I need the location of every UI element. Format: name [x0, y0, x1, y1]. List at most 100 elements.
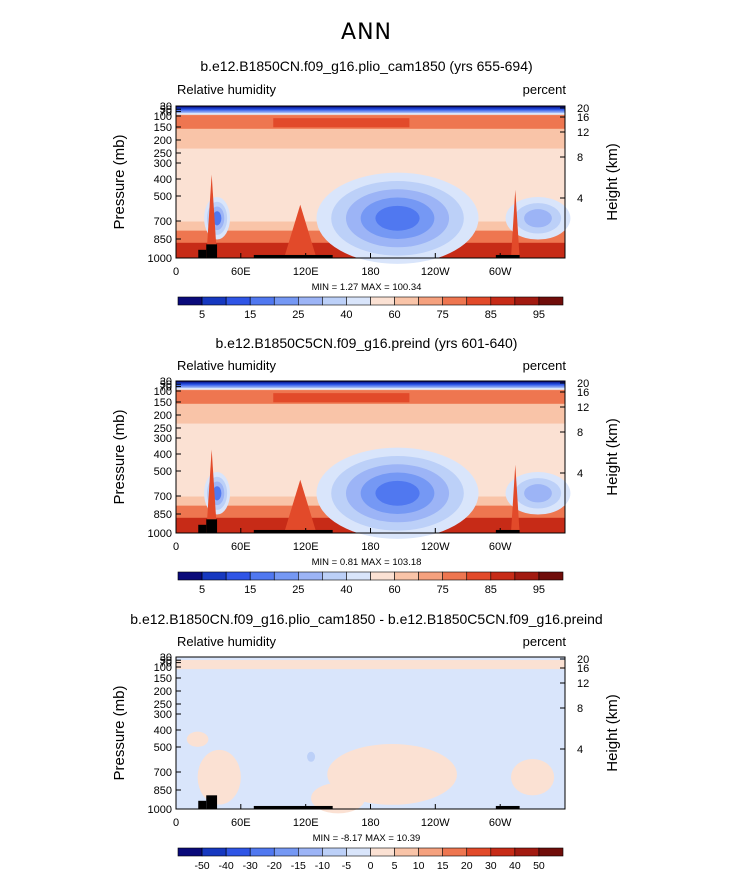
- pressure-tick-label: 850: [154, 785, 172, 797]
- pressure-tick-label: 500: [154, 742, 172, 754]
- pressure-tick-label: 250: [154, 423, 172, 435]
- colorbar-label: 75: [437, 309, 449, 321]
- lon-tick-label: 60W: [489, 266, 512, 278]
- height-tick-label: 16: [577, 387, 589, 399]
- colorbar-label: 15: [244, 584, 256, 596]
- pressure-tick-label: 700: [154, 491, 172, 503]
- dry-region: [375, 205, 420, 231]
- colorbar-label: 5: [199, 584, 205, 596]
- colorbar-label: 95: [533, 309, 545, 321]
- colorbar-label: -20: [267, 860, 282, 872]
- dry-region: [375, 480, 420, 506]
- pressure-tick-label: 30: [160, 652, 172, 664]
- y-axis-label-left: Pressure (mb): [111, 409, 128, 504]
- colorbar-label: 60: [388, 584, 400, 596]
- height-tick-label: 4: [577, 193, 583, 205]
- colorbar-label: 5: [392, 860, 398, 872]
- field-band-upper-core: [273, 393, 410, 403]
- colorbar-swatch: [273, 847, 299, 857]
- colorbar-label: 95: [533, 584, 545, 596]
- height-tick-label: 12: [577, 678, 589, 690]
- height-tick-label: 16: [577, 663, 589, 675]
- moist-plume: [284, 479, 317, 533]
- land-mask: [495, 805, 520, 809]
- colorbar-swatch: [418, 847, 443, 857]
- height-tick-label: 20: [577, 654, 589, 666]
- land-mask: [198, 524, 207, 533]
- lon-tick-label: 0: [173, 817, 179, 829]
- colorbar-swatch: [249, 847, 275, 857]
- pressure-tick-label: 200: [154, 410, 172, 422]
- page-title: ANN: [341, 20, 392, 45]
- pressure-tick-label: 30: [160, 101, 172, 113]
- lon-tick-label: 120W: [421, 817, 450, 829]
- colorbar-label: 15: [437, 860, 449, 872]
- colorbar-label: 60: [388, 309, 400, 321]
- strat-band: [176, 381, 565, 383]
- land-mask: [495, 529, 520, 533]
- colorbar-swatch: [466, 847, 492, 857]
- height-tick-label: 8: [577, 703, 583, 715]
- strat-band: [176, 388, 565, 390]
- lon-tick-label: 60E: [231, 541, 251, 553]
- colorbar-label: -40: [219, 860, 234, 872]
- height-tick-label: 20: [577, 103, 589, 115]
- pressure-tick-label: 70: [160, 382, 172, 394]
- colorbar-label: 50: [533, 860, 545, 872]
- colorbar: -50 -40 -30 -20 -15 -10 -5 0 5 10 15 20 30 40 50: [177, 847, 564, 872]
- height-tick-label: 12: [577, 127, 589, 139]
- lon-tick-label: 0: [173, 541, 179, 553]
- land-mask: [206, 244, 218, 258]
- field-band-upper-core: [273, 118, 410, 128]
- colorbar-swatch: [394, 847, 419, 857]
- colorbar-label: 40: [340, 309, 352, 321]
- pressure-tick-label: 50: [160, 379, 172, 391]
- height-tick-label: 8: [577, 152, 583, 164]
- colorbar-swatch: [538, 571, 564, 581]
- height-tick-label: 4: [577, 468, 583, 480]
- pressure-tick-label: 850: [154, 234, 172, 246]
- colorbar-label: 10: [413, 860, 425, 872]
- strat-band: [176, 382, 565, 384]
- colorbar-label: 0: [368, 860, 374, 872]
- lon-tick-label: 60W: [489, 541, 512, 553]
- colorbar-label: 15: [244, 309, 256, 321]
- colorbar-swatch: [538, 847, 564, 857]
- pressure-tick-label: 400: [154, 449, 172, 461]
- colorbar-label: 75: [437, 584, 449, 596]
- pressure-tick-label: 850: [154, 509, 172, 521]
- colorbar-swatch: [322, 847, 347, 857]
- plot-area: [175, 380, 571, 539]
- moist-plume: [284, 204, 317, 258]
- land-mask: [206, 795, 218, 809]
- colorbar: 5 15 25 40 60 75 85 95: [177, 571, 564, 596]
- pressure-tick-label: 1000: [148, 804, 172, 816]
- y-axis-label-right: Height (km): [604, 143, 621, 221]
- dry-region: [524, 484, 552, 503]
- strat-band: [176, 107, 565, 109]
- pressure-tick-label: 100: [154, 662, 172, 674]
- positive-anomaly: [311, 783, 366, 814]
- land-mask: [253, 805, 333, 809]
- y-axis-label-right: Height (km): [604, 694, 621, 772]
- lon-tick-label: 120W: [421, 541, 450, 553]
- lon-tick-label: 120E: [293, 266, 319, 278]
- pressure-tick-label: 70: [160, 107, 172, 119]
- lon-tick-label: 60E: [231, 266, 251, 278]
- colorbar-swatch: [225, 847, 251, 857]
- height-tick-label: 8: [577, 427, 583, 439]
- strat-band: [176, 110, 565, 112]
- lon-tick-label: 180: [361, 266, 379, 278]
- colorbar-label: 85: [485, 584, 497, 596]
- pressure-tick-label: 500: [154, 466, 172, 478]
- lon-tick-label: 60E: [231, 817, 251, 829]
- lon-tick-label: 120E: [293, 817, 319, 829]
- strat-band: [176, 108, 565, 111]
- lon-tick-label: 0: [173, 266, 179, 278]
- negative-anomaly: [307, 751, 316, 762]
- colorbar-swatch: [177, 847, 203, 857]
- colorbar-label: 25: [292, 584, 304, 596]
- colorbar-label: -10: [315, 860, 330, 872]
